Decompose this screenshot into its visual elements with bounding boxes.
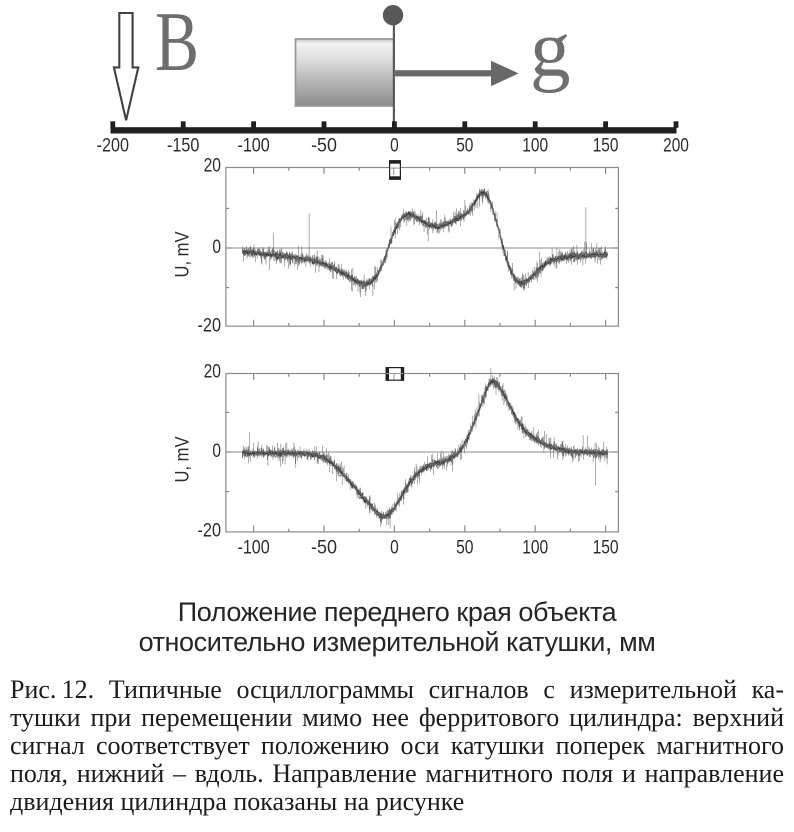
svg-text:0: 0 bbox=[212, 440, 221, 462]
svg-text:B: B bbox=[155, 0, 199, 89]
svg-text:50: 50 bbox=[456, 537, 474, 559]
svg-text:-20: -20 bbox=[198, 520, 222, 542]
svg-text:-50: -50 bbox=[311, 135, 337, 157]
svg-text:200: 200 bbox=[663, 135, 689, 157]
svg-text:20: 20 bbox=[204, 155, 222, 177]
svg-text:0: 0 bbox=[390, 537, 399, 559]
svg-text:g: g bbox=[530, 4, 571, 94]
svg-text:150: 150 bbox=[593, 135, 619, 157]
svg-text:20: 20 bbox=[204, 361, 222, 383]
svg-text:-20: -20 bbox=[198, 314, 222, 336]
svg-text:-100: -100 bbox=[237, 135, 269, 157]
svg-text:-50: -50 bbox=[311, 537, 337, 559]
svg-text:50: 50 bbox=[456, 135, 473, 157]
svg-text:100: 100 bbox=[522, 537, 548, 559]
svg-text:-100: -100 bbox=[237, 537, 269, 559]
svg-text:U, mV: U, mV bbox=[172, 232, 194, 278]
svg-text:-200: -200 bbox=[97, 135, 129, 157]
svg-text:0: 0 bbox=[390, 135, 399, 157]
svg-text:-150: -150 bbox=[167, 135, 199, 157]
svg-text:100: 100 bbox=[522, 135, 548, 157]
svg-text:150: 150 bbox=[593, 537, 619, 559]
svg-text:0: 0 bbox=[212, 236, 221, 258]
svg-text:U, mV: U, mV bbox=[172, 437, 194, 483]
